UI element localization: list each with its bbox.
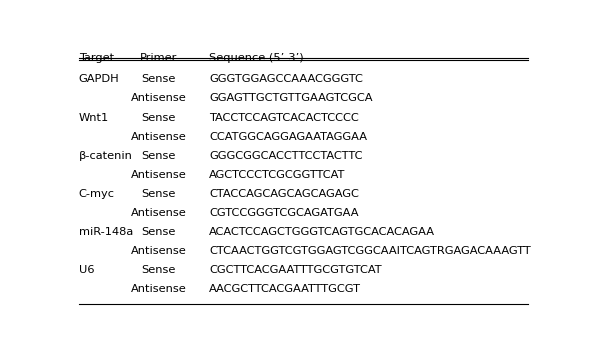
Text: ACACTCCAGCTGGGTCAGTGCACACAGAA: ACACTCCAGCTGGGTCAGTGCACACAGAA xyxy=(210,227,435,237)
Text: Sense: Sense xyxy=(141,151,176,161)
Text: miR-148a: miR-148a xyxy=(79,227,133,237)
Text: Sense: Sense xyxy=(141,112,176,122)
Text: Antisense: Antisense xyxy=(131,208,186,218)
Text: TACCTCCAGTCACACTCCCC: TACCTCCAGTCACACTCCCC xyxy=(210,112,359,122)
Text: Antisense: Antisense xyxy=(131,94,186,104)
Text: Wnt1: Wnt1 xyxy=(79,112,109,122)
Text: Antisense: Antisense xyxy=(131,284,186,294)
Text: CTACCAGCAGCAGCAGAGC: CTACCAGCAGCAGCAGAGC xyxy=(210,189,359,199)
Text: AACGCTTCACGAATTTGCGT: AACGCTTCACGAATTTGCGT xyxy=(210,284,361,294)
Text: Antisense: Antisense xyxy=(131,132,186,142)
Text: Sequence (5’-3’): Sequence (5’-3’) xyxy=(210,53,304,63)
Text: CGTCCGGGTCGCAGATGAA: CGTCCGGGTCGCAGATGAA xyxy=(210,208,359,218)
Text: AGCTCCCTCGCGGTTCAT: AGCTCCCTCGCGGTTCAT xyxy=(210,170,346,180)
Text: Antisense: Antisense xyxy=(131,246,186,256)
Text: Sense: Sense xyxy=(141,189,176,199)
Text: Antisense: Antisense xyxy=(131,170,186,180)
Text: CTCAACTGGTCGTGGAGTCGGCAAITCAGTRGAGACAAAGTT: CTCAACTGGTCGTGGAGTCGGCAAITCAGTRGAGACAAAG… xyxy=(210,246,531,256)
Text: CCATGGCAGGAGAATAGGAA: CCATGGCAGGAGAATAGGAA xyxy=(210,132,368,142)
Text: CGCTTCACGAATTTGCGTGTCAT: CGCTTCACGAATTTGCGTGTCAT xyxy=(210,265,382,275)
Text: Primer: Primer xyxy=(140,53,178,63)
Text: C-myc: C-myc xyxy=(79,189,115,199)
Text: GGAGTTGCTGTTGAAGTCGCA: GGAGTTGCTGTTGAAGTCGCA xyxy=(210,94,373,104)
Text: U6: U6 xyxy=(79,265,94,275)
Text: GGGTGGAGCCAAACGGGTC: GGGTGGAGCCAAACGGGTC xyxy=(210,74,363,84)
Text: Sense: Sense xyxy=(141,265,176,275)
Text: β-catenin: β-catenin xyxy=(79,151,133,161)
Text: Sense: Sense xyxy=(141,74,176,84)
Text: GGGCGGCACCTTCCTACTTC: GGGCGGCACCTTCCTACTTC xyxy=(210,151,363,161)
Text: Sense: Sense xyxy=(141,227,176,237)
Text: GAPDH: GAPDH xyxy=(79,74,120,84)
Text: Target: Target xyxy=(79,53,114,63)
